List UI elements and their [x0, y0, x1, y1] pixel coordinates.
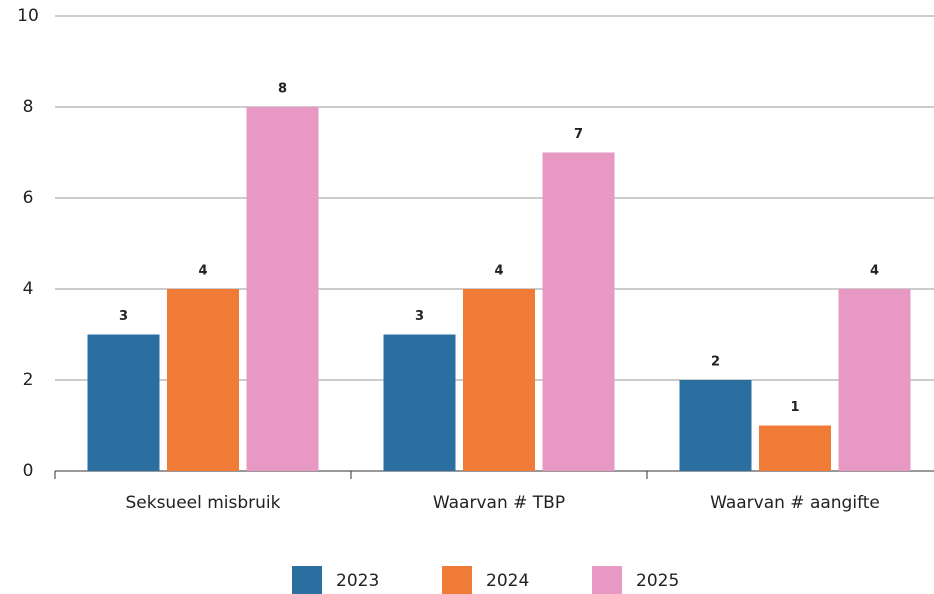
value-label: 1 [790, 400, 799, 415]
y-tick-label: 2 [23, 370, 34, 390]
y-tick-label: 10 [17, 6, 39, 26]
x-tick-label: Waarvan # aangifte [710, 493, 880, 513]
value-label: 8 [278, 82, 287, 97]
value-label: 4 [198, 264, 207, 279]
bar [838, 289, 911, 471]
value-label: 3 [119, 309, 128, 324]
value-label: 4 [870, 264, 879, 279]
y-tick-label: 4 [23, 279, 34, 299]
legend-label: 2025 [636, 571, 679, 591]
bar [246, 107, 319, 471]
legend-swatch [592, 566, 622, 594]
bar [463, 289, 535, 471]
value-label: 3 [415, 309, 424, 324]
x-tick-label: Waarvan # TBP [433, 493, 565, 513]
value-label: 2 [711, 355, 720, 370]
legend-swatch [292, 566, 322, 594]
bar [542, 152, 615, 471]
x-tick-label: Seksueel misbruik [125, 493, 280, 513]
bar [759, 425, 831, 471]
y-tick-label: 8 [23, 97, 34, 117]
value-label: 4 [494, 264, 503, 279]
bar [167, 289, 239, 471]
bar [679, 380, 752, 471]
y-tick-label: 6 [23, 188, 34, 208]
legend-label: 2024 [486, 571, 529, 591]
legend-swatch [442, 566, 472, 594]
bar [87, 334, 160, 471]
value-label: 7 [574, 127, 583, 142]
legend-label: 2023 [336, 571, 379, 591]
y-tick-label: 0 [23, 461, 34, 481]
bar [383, 334, 456, 471]
